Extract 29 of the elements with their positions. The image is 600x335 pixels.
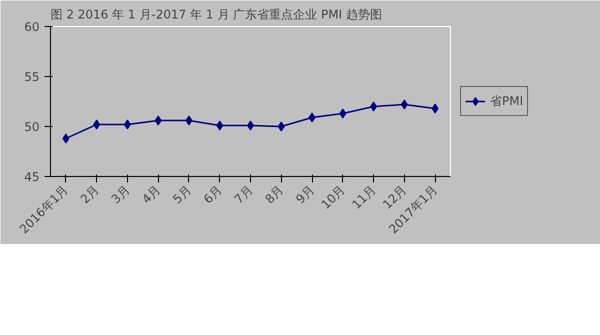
y-tick-label: 60 <box>24 20 40 34</box>
x-tick-label: 5月 <box>170 182 194 206</box>
point <box>216 120 224 130</box>
point <box>93 120 100 130</box>
legend-label: 省PMI <box>490 92 524 110</box>
point <box>339 108 346 118</box>
chart-title: 图 2 2016 年 1 月-2017 年 1 月 广东省重点企业 PMI 趋势图 <box>50 8 382 22</box>
x-tick-label: 2月 <box>78 182 102 206</box>
x-tick-label: 4月 <box>139 182 164 206</box>
point <box>124 120 131 130</box>
x-tick-label: 7月 <box>232 182 256 206</box>
point <box>400 100 408 110</box>
x-tick-label: 9月 <box>293 182 317 206</box>
x-tick-label: 11月 <box>349 182 379 212</box>
point <box>185 116 192 126</box>
y-tick-label: 50 <box>24 120 40 134</box>
point <box>370 102 378 112</box>
point <box>247 120 254 130</box>
point <box>308 112 316 122</box>
y-tick-label: 55 <box>24 70 40 84</box>
point <box>62 134 70 144</box>
point <box>432 104 439 114</box>
point <box>278 122 285 132</box>
x-tick-label: 3月 <box>108 182 132 206</box>
x-tick-label: 6月 <box>200 182 225 206</box>
x-tick-label: 10月 <box>318 182 348 212</box>
point <box>154 116 162 126</box>
y-tick-label: 45 <box>24 170 40 184</box>
x-tick-label: 8月 <box>262 182 286 206</box>
